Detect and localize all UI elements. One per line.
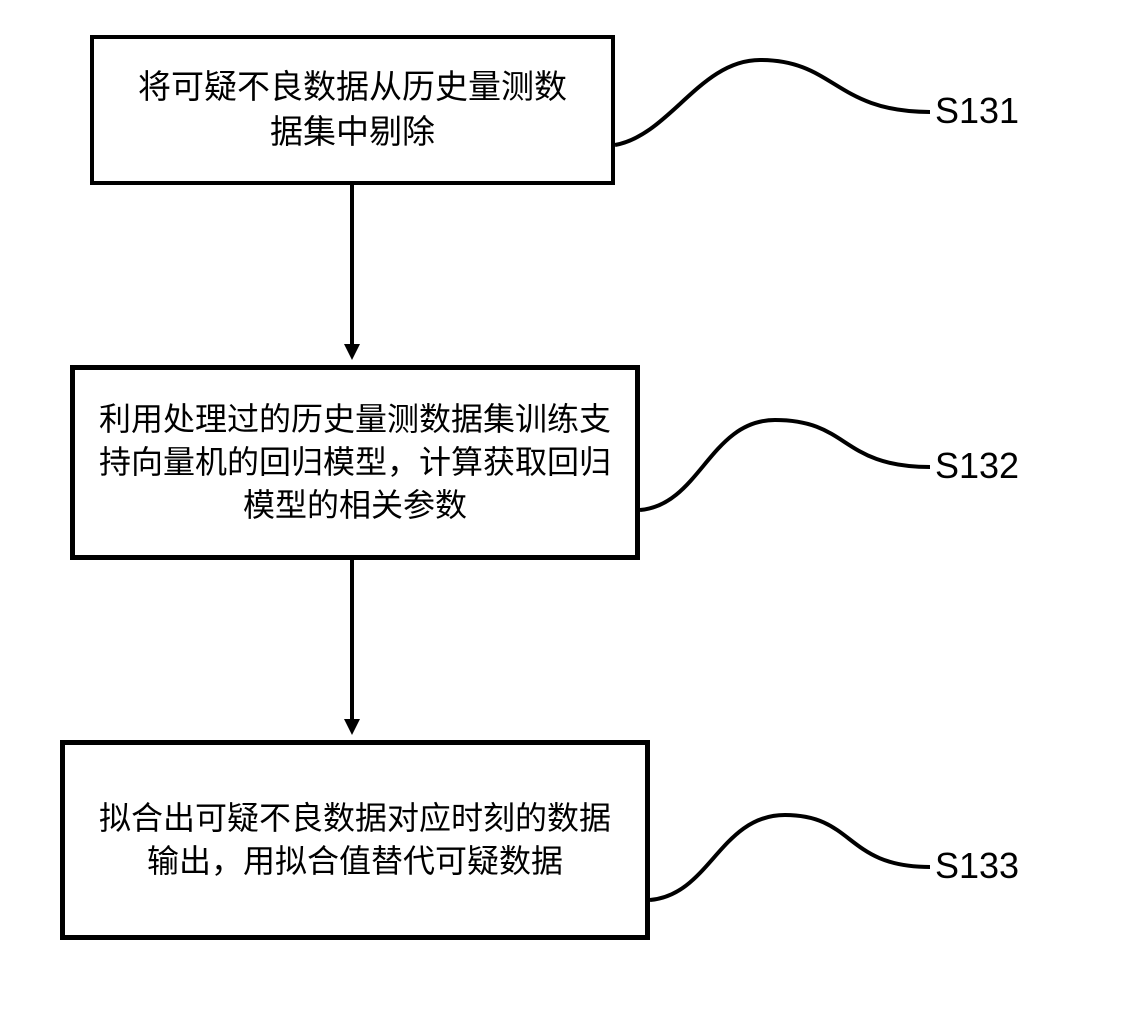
step-label-s132: S132 (935, 445, 1019, 487)
connector-s131 (615, 60, 930, 145)
flow-node-text: 将可疑不良数据从历史量测数据集中剔除 (138, 65, 567, 154)
step-label-text: S132 (935, 445, 1019, 486)
connector-s133 (650, 815, 930, 900)
flow-node-text: 利用处理过的历史量测数据集训练支持向量机的回归模型，计算获取回归模型的相关参数 (99, 398, 611, 528)
flow-node-remove-suspect-data: 将可疑不良数据从历史量测数据集中剔除 (90, 35, 615, 185)
flowchart-canvas: 将可疑不良数据从历史量测数据集中剔除 利用处理过的历史量测数据集训练支持向量机的… (0, 0, 1136, 1031)
connector-s132 (640, 420, 930, 510)
step-label-text: S133 (935, 845, 1019, 886)
step-label-s131: S131 (935, 90, 1019, 132)
step-label-text: S131 (935, 90, 1019, 131)
flow-node-train-svm: 利用处理过的历史量测数据集训练支持向量机的回归模型，计算获取回归模型的相关参数 (70, 365, 640, 560)
flow-node-fit-replace: 拟合出可疑不良数据对应时刻的数据输出，用拟合值替代可疑数据 (60, 740, 650, 940)
flow-node-text: 拟合出可疑不良数据对应时刻的数据输出，用拟合值替代可疑数据 (99, 797, 611, 883)
step-label-s133: S133 (935, 845, 1019, 887)
